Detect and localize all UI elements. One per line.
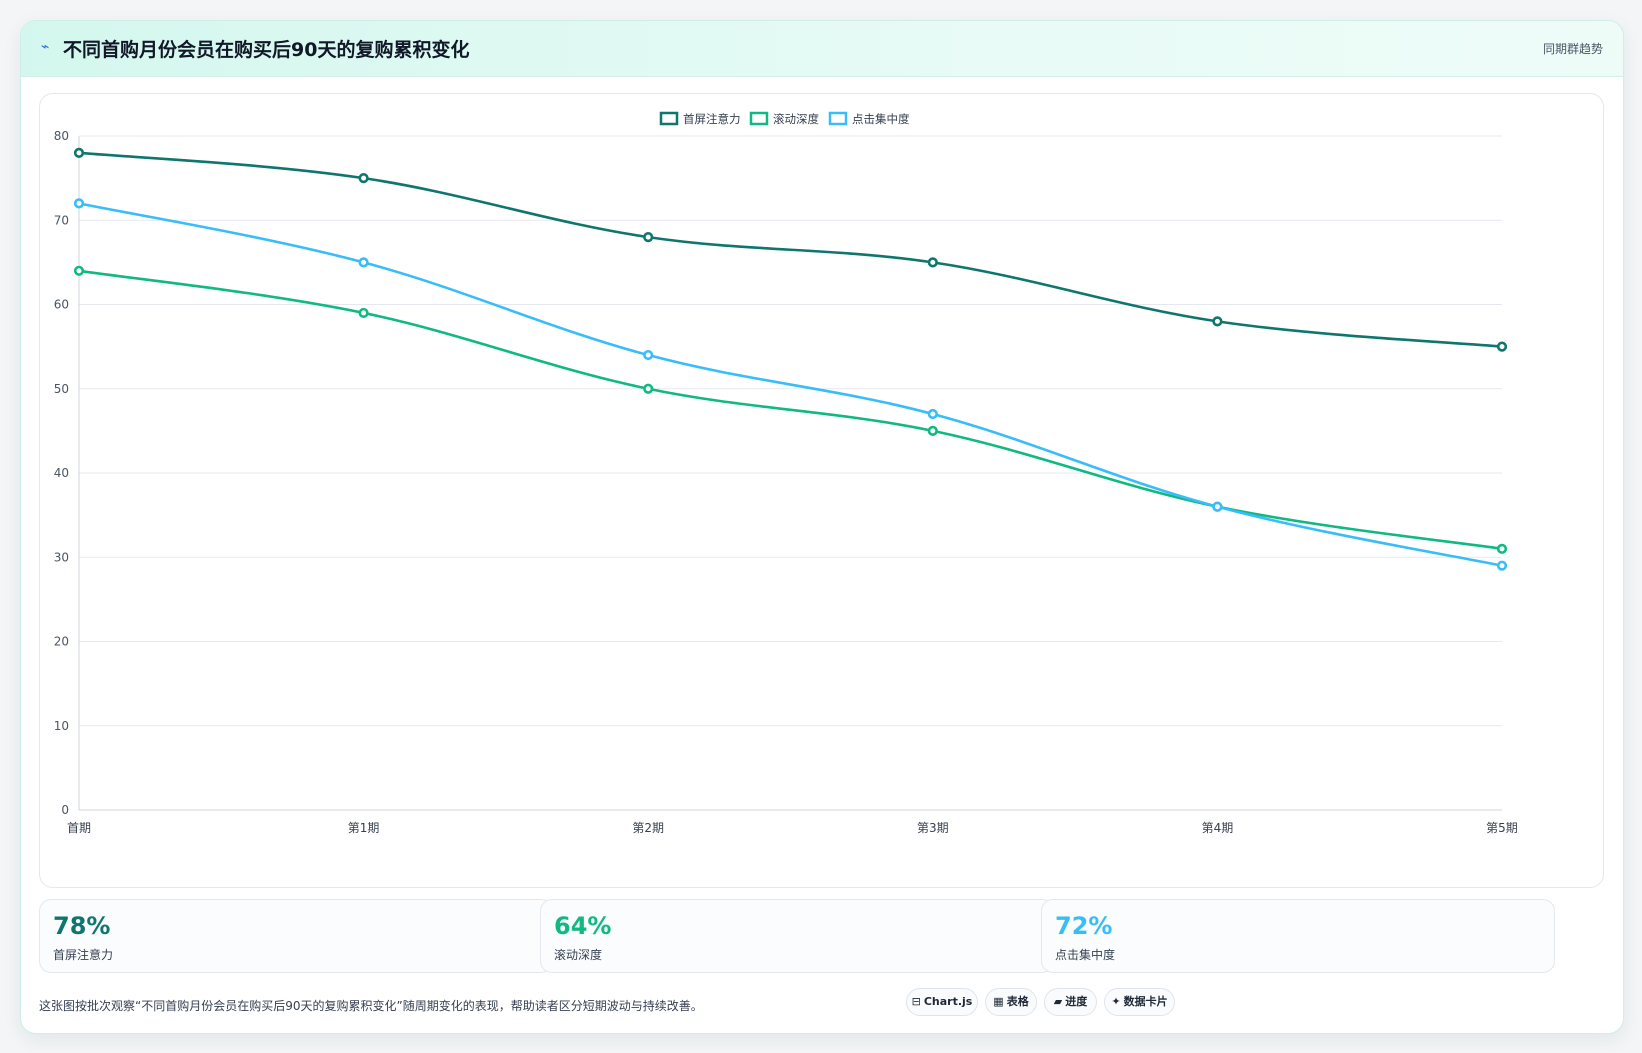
data-point bbox=[1212, 316, 1223, 327]
x-tick-label: 第1期 bbox=[348, 821, 380, 835]
legend-swatch bbox=[828, 111, 848, 126]
legend-swatch bbox=[659, 111, 679, 126]
x-tick-label: 第3期 bbox=[917, 821, 949, 835]
legend-label: 点击集中度 bbox=[852, 112, 910, 126]
y-tick-label: 10 bbox=[54, 719, 69, 733]
chart-icon: ⊟ bbox=[911, 995, 921, 1008]
data-point bbox=[1496, 341, 1508, 352]
series-line bbox=[77, 202, 1504, 567]
y-tick-label: 80 bbox=[54, 129, 69, 143]
page-title: 不同首购月份会员在购买后90天的复购累积变化 bbox=[63, 39, 470, 61]
y-tick-label: 70 bbox=[54, 213, 69, 227]
y-tick-label: 40 bbox=[54, 466, 69, 480]
data-point bbox=[1212, 501, 1223, 512]
data-point bbox=[927, 408, 938, 420]
stat-card-scroll: 64% 滚动深度 bbox=[540, 899, 1054, 973]
series-line bbox=[77, 269, 1504, 551]
chip-label: Chart.js bbox=[923, 995, 973, 1008]
chip-label: 表格 bbox=[1006, 995, 1029, 1008]
data-point bbox=[358, 257, 369, 268]
header-tag: 同期群趋势 bbox=[1542, 42, 1603, 56]
line-chart: 0 10 20 30 40 50 60 70 80 首期 第1期 第2期 第3期 第4期 第5期 首屏注意力 滚… bbox=[54, 111, 1518, 835]
report-card: ⌁ 不同首购月份会员在购买后90天的复购累积变化 同期群趋势 0 10 20 30 40… bbox=[20, 20, 1624, 1034]
x-tick-label: 首期 bbox=[67, 821, 91, 835]
data-point bbox=[643, 232, 654, 243]
legend-label: 首屏注意力 bbox=[683, 112, 741, 126]
table-icon: ▦ bbox=[993, 995, 1004, 1008]
data-point bbox=[73, 198, 85, 209]
x-tick-label: 第5期 bbox=[1486, 821, 1518, 835]
legend-swatch bbox=[749, 111, 769, 126]
legend-label: 滚动深度 bbox=[773, 112, 819, 126]
stat-label: 首屏注意力 bbox=[53, 948, 114, 962]
stat-value: 72% bbox=[1055, 912, 1113, 940]
sparkle-icon: ✦ bbox=[1111, 995, 1121, 1008]
y-tick-label: 60 bbox=[54, 298, 69, 312]
y-tick-label: 50 bbox=[54, 382, 69, 396]
data-point bbox=[358, 307, 369, 319]
card-header: ⌁ 不同首购月份会员在购买后90天的复购累积变化 同期群趋势 bbox=[21, 21, 1623, 77]
chart-description: 这张图按批次观察“不同首购月份会员在购买后90天的复购累积变化”随周期变化的表现… bbox=[39, 999, 703, 1013]
data-point bbox=[927, 257, 938, 268]
data-point bbox=[927, 425, 938, 436]
chip-data-card[interactable]: ✦ 数据卡片 bbox=[1104, 988, 1175, 1016]
data-point bbox=[73, 265, 85, 276]
x-tick-label: 第4期 bbox=[1202, 821, 1234, 835]
data-point bbox=[358, 173, 369, 184]
trend-icon: ⌁ bbox=[41, 39, 50, 55]
y-tick-label: 20 bbox=[54, 635, 69, 649]
data-point bbox=[73, 147, 85, 158]
data-point bbox=[1496, 543, 1508, 554]
stat-value: 78% bbox=[53, 912, 111, 940]
y-tick-label: 0 bbox=[61, 803, 69, 817]
data-point bbox=[643, 383, 654, 394]
progress-icon: ▰ bbox=[1053, 995, 1063, 1008]
chip-chartjs[interactable]: ⊟ Chart.js bbox=[906, 988, 978, 1016]
stat-card-click: 72% 点击集中度 bbox=[1041, 899, 1555, 973]
chip-progress[interactable]: ▰ 进度 bbox=[1044, 988, 1097, 1016]
chip-label: 数据卡片 bbox=[1123, 995, 1168, 1008]
stat-label: 滚动深度 bbox=[554, 948, 603, 962]
y-tick-label: 30 bbox=[54, 550, 69, 564]
series-line bbox=[77, 151, 1504, 348]
chip-label: 进度 bbox=[1065, 995, 1088, 1008]
x-tick-label: 第2期 bbox=[632, 821, 664, 835]
chip-table[interactable]: ▦ 表格 bbox=[985, 988, 1037, 1016]
data-point bbox=[643, 349, 654, 361]
data-point bbox=[1496, 560, 1508, 571]
stat-card-attention: 78% 首屏注意力 bbox=[39, 899, 553, 973]
stat-cards: 78% 首屏注意力 64% 滚动深度 72% 点击集中度 bbox=[39, 899, 1603, 973]
stat-label: 点击集中度 bbox=[1055, 948, 1116, 962]
stat-value: 64% bbox=[554, 912, 612, 940]
chart-panel: 0 10 20 30 40 50 60 70 80 首期 第1期 第2期 第3期 第4期 第5期 首屏注意力 滚… bbox=[39, 93, 1604, 888]
